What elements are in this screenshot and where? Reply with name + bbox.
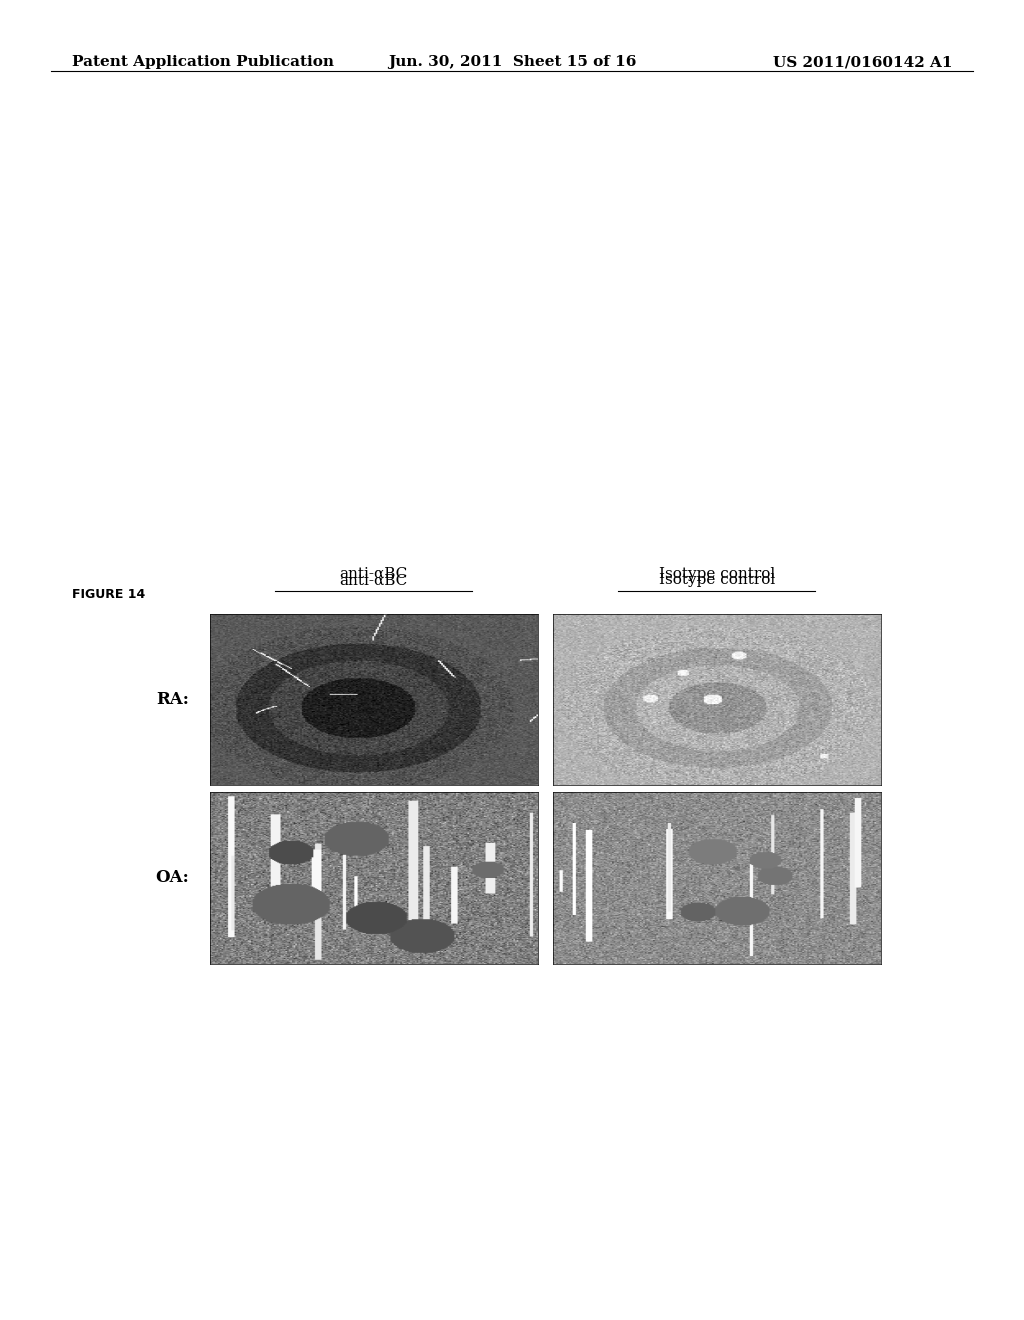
Text: RA:: RA: — [157, 692, 189, 708]
Text: OA:: OA: — [156, 870, 189, 886]
Text: Isotype control: Isotype control — [658, 566, 775, 581]
Text: US 2011/0160142 A1: US 2011/0160142 A1 — [773, 55, 952, 70]
Text: anti-αBC: anti-αBC — [340, 566, 408, 581]
Text: anti-αBC: anti-αBC — [340, 573, 408, 587]
Text: Isotype control: Isotype control — [658, 573, 775, 587]
Text: Patent Application Publication: Patent Application Publication — [72, 55, 334, 70]
Text: Jun. 30, 2011  Sheet 15 of 16: Jun. 30, 2011 Sheet 15 of 16 — [388, 55, 636, 70]
Text: FIGURE 14: FIGURE 14 — [72, 587, 145, 601]
